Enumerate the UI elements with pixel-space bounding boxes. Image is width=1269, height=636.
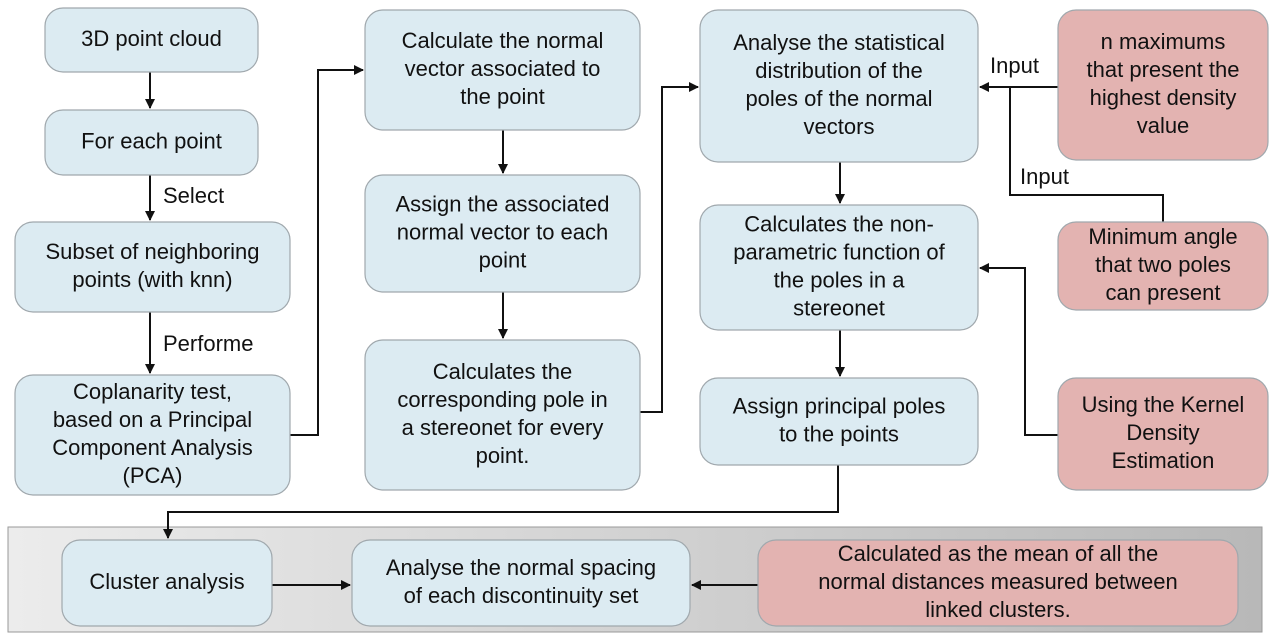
node-label: Coplanarity test, bbox=[73, 379, 232, 404]
arrow bbox=[163, 465, 839, 539]
node-box bbox=[14, 374, 291, 496]
node-label: a stereonet for every bbox=[402, 415, 604, 440]
node-label: Calculate the normal bbox=[402, 28, 604, 53]
node-label: of each discontinuity set bbox=[404, 583, 639, 608]
node-box bbox=[351, 539, 691, 627]
edge-label: Performe bbox=[163, 331, 253, 356]
node-label: Analyse the statistical bbox=[733, 30, 945, 55]
node-label: stereonet bbox=[793, 295, 885, 320]
node-label: (PCA) bbox=[123, 463, 183, 488]
node-label: Analyse the normal spacing bbox=[386, 555, 656, 580]
node-label: Minimum angle bbox=[1088, 224, 1237, 249]
node-box bbox=[1057, 377, 1269, 491]
node-box bbox=[364, 339, 641, 491]
node-label: vectors bbox=[804, 114, 875, 139]
node-box bbox=[699, 377, 979, 466]
node-label: points (with knn) bbox=[72, 267, 232, 292]
node-label: Density bbox=[1126, 420, 1199, 445]
arrow bbox=[290, 65, 364, 436]
node-label: Calculates the non- bbox=[744, 211, 934, 236]
node-box bbox=[14, 221, 291, 313]
node-label: Assign the associated bbox=[395, 191, 609, 216]
node-label: point bbox=[479, 247, 527, 272]
node-box bbox=[1057, 221, 1269, 311]
node-label: Cluster analysis bbox=[89, 569, 244, 594]
node-label: 3D point cloud bbox=[81, 26, 222, 51]
node-label: value bbox=[1137, 113, 1190, 138]
node-box bbox=[61, 539, 273, 627]
node-box bbox=[44, 7, 259, 73]
node-label: Calculates the bbox=[433, 359, 572, 384]
node-label: Component Analysis bbox=[52, 435, 253, 460]
node-box bbox=[44, 109, 259, 176]
node-label: Assign principal poles bbox=[733, 393, 946, 418]
node-box bbox=[364, 174, 641, 293]
node-label: based on a Principal bbox=[53, 407, 252, 432]
edge-label: Input bbox=[1020, 164, 1069, 189]
node-label: point. bbox=[476, 443, 530, 468]
node-label: the point bbox=[460, 84, 544, 109]
node-label: normal distances measured between bbox=[818, 569, 1178, 594]
node-label: parametric function of bbox=[733, 239, 945, 264]
edges bbox=[145, 65, 1164, 590]
node-label: For each point bbox=[81, 128, 222, 153]
node-label: linked clusters. bbox=[925, 597, 1071, 622]
edge-label: Input bbox=[990, 53, 1039, 78]
node-box bbox=[1057, 9, 1269, 161]
arrow bbox=[640, 82, 699, 413]
node-label: highest density bbox=[1090, 85, 1237, 110]
node-label: distribution of the bbox=[755, 58, 923, 83]
node-label: Estimation bbox=[1112, 448, 1215, 473]
node-box bbox=[757, 539, 1239, 627]
node-label: Calculated as the mean of all the bbox=[838, 541, 1158, 566]
node-label: corresponding pole in bbox=[397, 387, 607, 412]
node-label: vector associated to bbox=[405, 56, 601, 81]
node-label: Subset of neighboring bbox=[45, 239, 259, 264]
node-label: n maximums bbox=[1101, 29, 1226, 54]
arrow bbox=[979, 263, 1058, 436]
node-label: that two poles bbox=[1095, 252, 1231, 277]
node-label: normal vector to each bbox=[397, 219, 609, 244]
node-box bbox=[699, 9, 979, 163]
node-label: poles of the normal bbox=[745, 86, 932, 111]
connector bbox=[1009, 87, 1164, 222]
node-label: to the points bbox=[779, 421, 899, 446]
node-label: Using the Kernel bbox=[1082, 392, 1245, 417]
node-box bbox=[699, 204, 979, 331]
node-label: can present bbox=[1106, 280, 1221, 305]
node-label: that present the bbox=[1087, 57, 1240, 82]
node-box bbox=[364, 9, 641, 131]
node-label: the poles in a bbox=[774, 267, 906, 292]
edge-label: Select bbox=[163, 183, 224, 208]
